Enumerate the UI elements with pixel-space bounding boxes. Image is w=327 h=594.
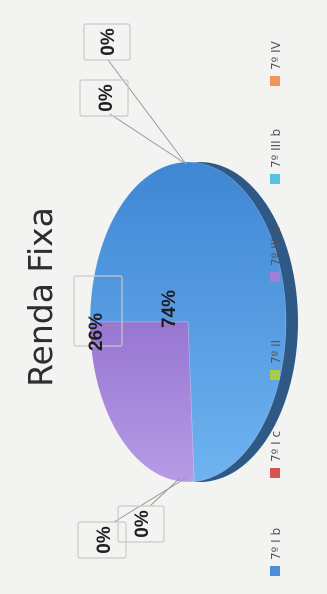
legend-swatch-2 — [270, 468, 280, 478]
leader-line-2 — [149, 477, 181, 507]
data-label-box — [117, 505, 165, 543]
data-label-slice-5: 0% — [98, 28, 119, 56]
legend-label-5: 7º III b — [269, 129, 283, 168]
data-label-slice-3: 0% — [94, 526, 115, 554]
data-label-slice-4: 26% — [86, 313, 107, 351]
legend-label-1: 7º I b — [269, 528, 283, 560]
legend-label-2: 7º I c — [269, 431, 283, 462]
pie-slice-4 — [89, 321, 195, 483]
pie-slices — [89, 161, 287, 483]
legend-swatch-1 — [270, 566, 280, 576]
legend-label-3: 7º II — [269, 340, 283, 364]
pie-slice-1 — [89, 161, 287, 483]
data-label-slice-1: 74% — [159, 290, 180, 328]
legend-label-4: 7º III a — [269, 227, 283, 266]
legend-swatch-6 — [270, 76, 280, 86]
legend-swatch-3 — [270, 370, 280, 380]
data-label-box — [83, 23, 131, 61]
leader-line-3 — [113, 477, 187, 523]
data-labels: 74% 0% 0% 26% 0% 0% — [73, 23, 180, 559]
leader-line-4 — [109, 113, 187, 165]
legend-label-6: 7º IV — [269, 40, 283, 70]
data-label-box — [77, 521, 127, 559]
data-label-slice-6: 0% — [96, 84, 117, 112]
data-label-slice-2: 0% — [132, 510, 153, 538]
legend-swatch-5 — [270, 174, 280, 184]
legend: 7º I b 7º I c 7º II 7º III a 7º III b 7º IV — [269, 40, 283, 576]
leader-line-5 — [107, 59, 187, 165]
chart-title: Renda Fixa — [21, 207, 60, 387]
legend-swatch-4 — [270, 272, 280, 282]
data-label-box — [79, 79, 129, 117]
data-label-box — [73, 275, 123, 347]
leader-lines — [106, 59, 187, 523]
